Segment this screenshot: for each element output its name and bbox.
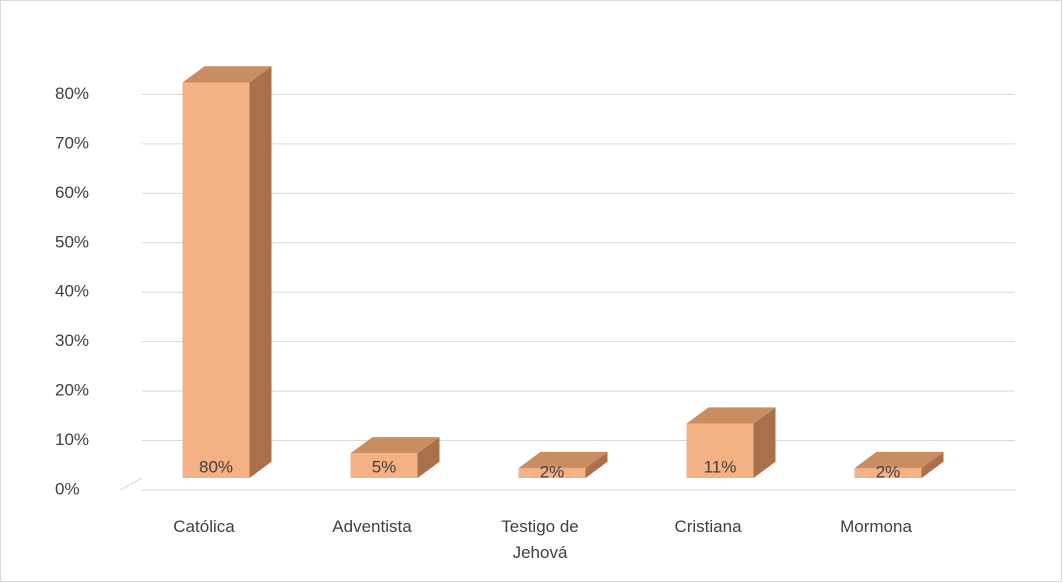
x-tick-label: Adventista: [322, 514, 422, 540]
value-label: 2%: [876, 463, 901, 482]
chart: 0% 10% 20% 30% 40% 50% 60% 70% 80% 80% 5% 2% 11% 2%: [0, 0, 1063, 583]
bar-side: [250, 66, 272, 478]
y-tick-label: 50%: [55, 232, 89, 251]
y-tick-label: 30%: [55, 331, 89, 350]
y-tick-label: 10%: [55, 430, 89, 449]
chart-container: 0% 10% 20% 30% 40% 50% 60% 70% 80% 80% 5% 2% 11% 2% C…: [0, 0, 1063, 583]
floor-edge: [120, 478, 142, 490]
x-tick-label: Católica: [154, 514, 254, 540]
y-tick-label: 60%: [55, 183, 89, 202]
x-tick-label: Testigo de Jehová: [490, 514, 590, 566]
y-tick-label: 80%: [55, 84, 89, 103]
value-label: 2%: [540, 463, 565, 482]
chart-border: [1, 1, 1062, 582]
y-tick-label: 20%: [55, 381, 89, 400]
y-tick-label: 0%: [55, 479, 80, 498]
value-label: 80%: [199, 457, 233, 476]
y-tick-label: 40%: [55, 282, 89, 301]
y-tick-label: 70%: [55, 133, 89, 152]
bar: [183, 66, 272, 478]
value-label: 5%: [372, 457, 397, 476]
bar-front: [183, 82, 250, 478]
x-tick-label: Mormona: [826, 514, 926, 540]
value-label: 11%: [704, 457, 737, 476]
x-tick-label: Cristiana: [658, 514, 758, 540]
